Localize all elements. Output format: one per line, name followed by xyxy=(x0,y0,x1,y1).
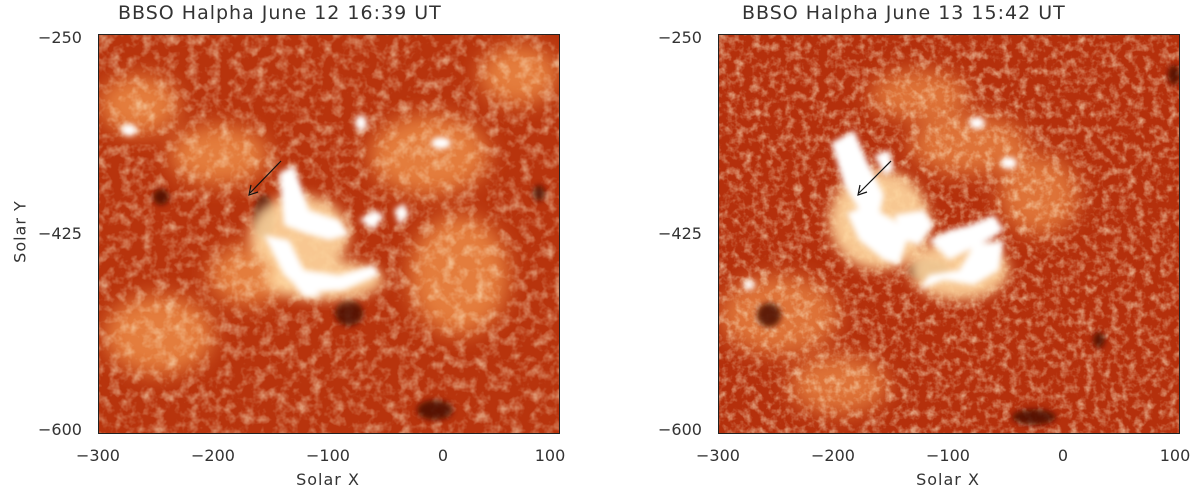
left-xtick-1: −300 xyxy=(76,446,120,465)
left-ytick-bottom: −600 xyxy=(38,420,82,439)
right-ytick-top: −250 xyxy=(658,28,702,47)
left-xtick-2: −200 xyxy=(191,446,235,465)
right-x-axis-label: Solar X xyxy=(916,470,980,489)
right-ytick-bottom: −600 xyxy=(658,420,702,439)
right-ytick-mid: −425 xyxy=(658,224,702,243)
left-ytick-mid: −425 xyxy=(38,224,82,243)
left-xtick-3: −100 xyxy=(306,446,350,465)
left-xtick-5: 100 xyxy=(534,446,566,465)
left-ytick-top: −250 xyxy=(38,28,82,47)
left-y-axis-label: Solar Y xyxy=(10,200,30,263)
left-panel-title: BBSO Halpha June 12 16:39 UT xyxy=(118,2,442,24)
left-x-axis-label: Solar X xyxy=(296,470,360,489)
right-xtick-2: −200 xyxy=(811,446,855,465)
right-xtick-4: 0 xyxy=(1057,446,1069,465)
right-xtick-5: 100 xyxy=(1159,446,1191,465)
left-xtick-4: 0 xyxy=(437,446,449,465)
right-halpha-image xyxy=(718,34,1180,434)
left-panel: BBSO Halpha June 12 16:39 UT Solar Y −25… xyxy=(0,0,566,492)
left-halpha-image xyxy=(98,34,560,434)
right-xtick-3: −100 xyxy=(926,446,970,465)
right-xtick-1: −300 xyxy=(696,446,740,465)
right-panel-title: BBSO Halpha June 13 15:42 UT xyxy=(742,2,1066,24)
right-panel: BBSO Halpha June 13 15:42 UT −250 −425 −… xyxy=(620,0,1200,492)
